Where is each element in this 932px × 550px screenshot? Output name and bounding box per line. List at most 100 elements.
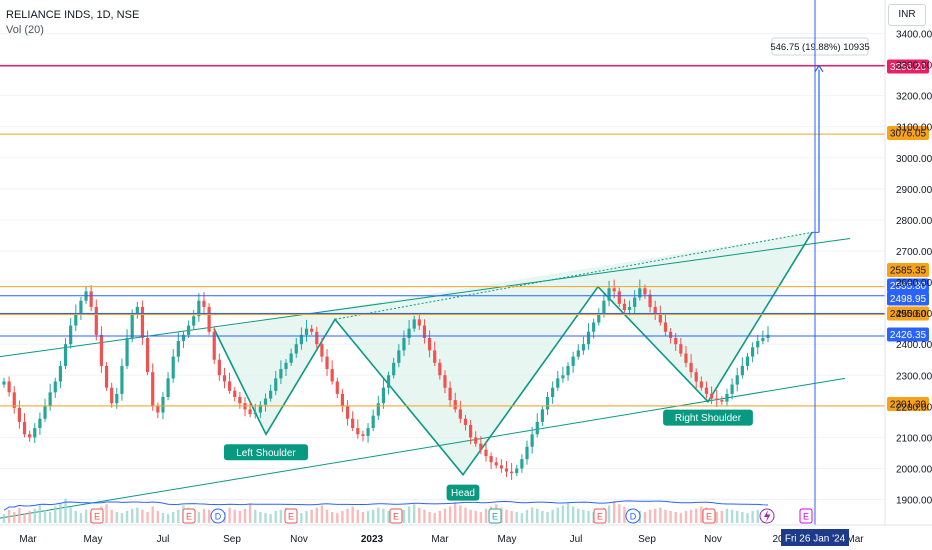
candle-body xyxy=(320,344,324,357)
annotations[interactable]: Left Shoulder Head Right Shoulder 546.75 (1… xyxy=(223,0,870,525)
candle-body xyxy=(7,381,11,393)
candle xyxy=(140,300,145,345)
candle-body xyxy=(720,400,724,402)
earnings-marker: E xyxy=(284,508,298,524)
candle-body xyxy=(43,406,47,419)
candle xyxy=(151,363,155,411)
candle-body xyxy=(217,359,221,376)
volume-bar xyxy=(7,509,11,523)
price-level-badge-box xyxy=(887,291,929,306)
volume-bar xyxy=(2,514,6,523)
candle xyxy=(715,389,719,407)
currency-button[interactable]: INR xyxy=(888,4,926,26)
time-tick-label: Jul xyxy=(157,534,170,545)
candle-body xyxy=(228,381,232,391)
candle xyxy=(104,362,109,391)
candle xyxy=(443,370,447,394)
candle-body xyxy=(658,313,662,323)
volume-bar xyxy=(59,503,62,523)
volume-bar xyxy=(300,513,303,523)
volume-legend[interactable]: Vol (20) xyxy=(6,24,44,36)
symbol-legend[interactable]: RELIANCE INDS, 1D, NSE xyxy=(6,9,140,21)
volume-bar xyxy=(725,508,729,523)
price-tick-label: 2100.00 xyxy=(896,433,932,444)
price-levels[interactable]: 3296.20 3076.05 2585.35 2555.80 2498.95 2495.… xyxy=(0,59,929,412)
candle-body xyxy=(556,378,560,388)
candle-body xyxy=(299,334,303,345)
volume-bar xyxy=(659,507,662,523)
volume-bar xyxy=(141,509,144,523)
candle xyxy=(751,342,755,363)
volume-bar xyxy=(510,510,513,523)
candle-body xyxy=(458,409,462,419)
candle-body xyxy=(33,428,37,438)
candle xyxy=(58,360,63,389)
marker-text: E xyxy=(186,512,192,522)
candle xyxy=(38,412,42,435)
candle-body xyxy=(161,397,165,413)
volume-bar xyxy=(161,513,165,523)
candle xyxy=(515,464,519,477)
candle-body xyxy=(622,303,627,311)
price-axis[interactable]: 1900.00 2000.00 2100.00 2200.00 2300.00 2400.… xyxy=(884,0,932,525)
volume-bar xyxy=(433,513,436,523)
candle-body xyxy=(592,322,596,332)
candle-body xyxy=(638,288,642,298)
volume-bar xyxy=(730,509,734,523)
volume-bar xyxy=(64,498,67,523)
marker-shape xyxy=(702,508,716,524)
candle xyxy=(320,337,324,363)
candle-body xyxy=(745,356,750,366)
time-tick-label: 20 xyxy=(772,534,784,545)
volume-bar xyxy=(28,510,31,523)
price-tick-label: 2200.00 xyxy=(896,402,932,413)
candle xyxy=(709,386,714,405)
volume-bar xyxy=(125,510,129,523)
candle-body xyxy=(499,465,503,469)
candle-body xyxy=(510,471,514,474)
volume-bar xyxy=(110,509,113,523)
candle xyxy=(438,359,442,380)
candle xyxy=(653,300,657,320)
candle xyxy=(233,387,237,402)
candle-body xyxy=(135,306,139,314)
candle-body xyxy=(709,393,714,399)
candle-body xyxy=(186,325,191,335)
candle xyxy=(407,319,411,345)
candle-body xyxy=(392,362,396,376)
volume-bar xyxy=(413,504,416,523)
candle xyxy=(422,319,427,344)
candle xyxy=(145,330,150,376)
marker-text: E xyxy=(288,512,294,522)
candle xyxy=(376,395,380,421)
candle xyxy=(612,279,616,299)
earnings-marker: E xyxy=(702,508,716,524)
candle xyxy=(402,330,406,356)
head-and-shoulders-pattern[interactable] xyxy=(0,231,851,519)
exchange: NSE xyxy=(116,9,140,21)
candle xyxy=(197,293,201,322)
candle xyxy=(94,299,98,341)
candle-body xyxy=(704,387,709,394)
time-tick-label: Jul xyxy=(570,534,583,545)
pattern-label: Right Shoulder xyxy=(663,409,753,426)
candle xyxy=(622,298,627,315)
candle-body xyxy=(540,409,544,422)
candle-body xyxy=(576,350,580,357)
price-level-badge: 3296.20 xyxy=(887,59,929,74)
candle-body xyxy=(438,362,442,376)
price-tick-label: 1900.00 xyxy=(896,496,932,507)
volume-bar xyxy=(387,510,390,523)
candle-body xyxy=(417,319,421,326)
candle-body xyxy=(597,313,601,323)
marker-shape xyxy=(284,508,298,524)
time-axis[interactable]: Mar May Jul Sep Nov 2023 Mar May Jul Sep Nov 20 MarF… xyxy=(0,524,932,546)
volume-bar xyxy=(248,504,252,523)
neckline-dotted xyxy=(334,231,813,320)
candle xyxy=(17,400,21,429)
volume-bar xyxy=(105,504,108,523)
marker-text: E xyxy=(492,512,498,522)
candle-body xyxy=(489,456,493,463)
